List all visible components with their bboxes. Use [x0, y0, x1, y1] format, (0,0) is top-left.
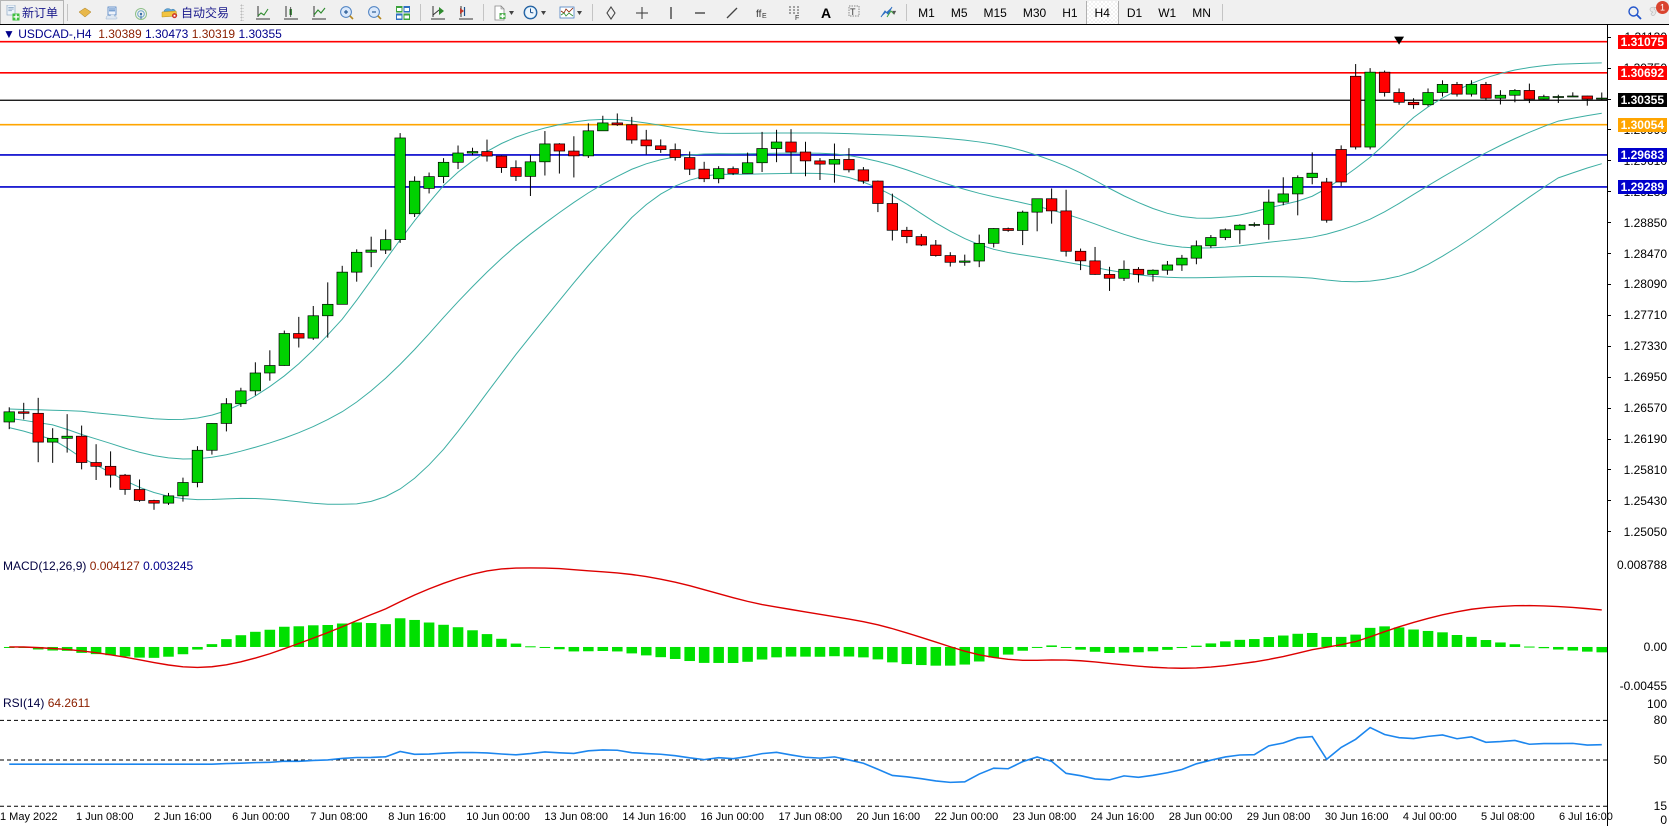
- svg-text:E: E: [762, 13, 767, 20]
- svg-text:1: 1: [1660, 3, 1665, 13]
- svg-text:F: F: [795, 15, 799, 21]
- svg-text:ff: ff: [756, 9, 762, 20]
- svg-text:T: T: [850, 7, 856, 17]
